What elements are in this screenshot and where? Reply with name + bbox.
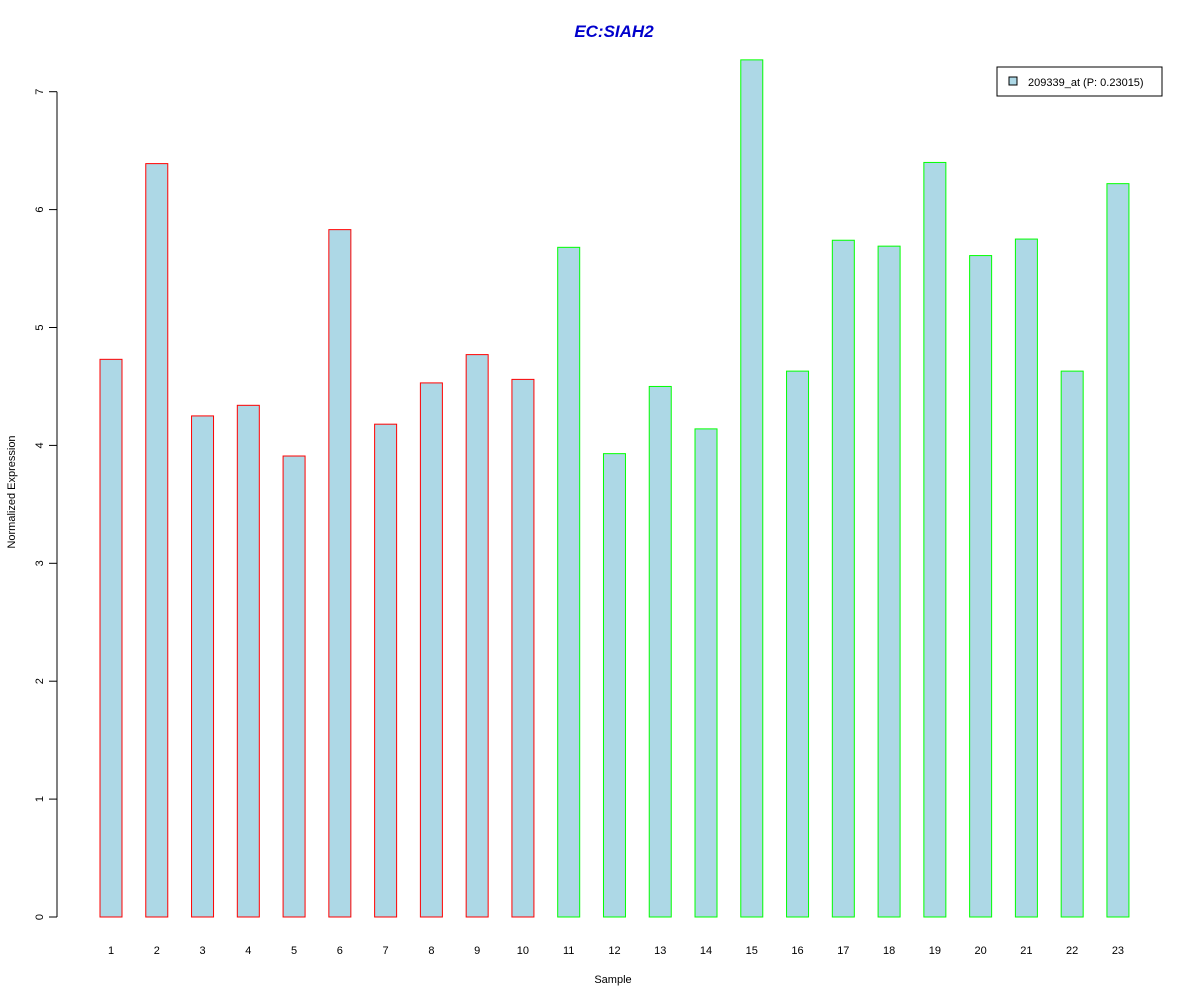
bar-sample-8 xyxy=(419,382,443,918)
y-axis-label: Normalized Expression xyxy=(6,435,18,548)
x-tick-label: 16 xyxy=(791,945,803,957)
x-axis-label: Sample xyxy=(594,974,631,986)
bar-sample-14 xyxy=(694,428,718,918)
bar-sample-2 xyxy=(145,163,169,918)
y-tick-label: 3 xyxy=(34,560,46,566)
y-tick-label: 0 xyxy=(34,914,46,920)
bars-group xyxy=(99,59,1130,918)
bar-sample-11 xyxy=(557,246,581,918)
y-tick-label: 5 xyxy=(34,324,46,330)
x-tick-label: 5 xyxy=(291,945,297,957)
x-tick-label: 14 xyxy=(700,945,712,957)
y-tick-label: 7 xyxy=(34,89,46,95)
x-tick-label: 6 xyxy=(337,945,343,957)
y-tick-label: 1 xyxy=(34,796,46,802)
bar-sample-17 xyxy=(831,239,855,918)
y-tick-label: 2 xyxy=(34,678,46,684)
bar-sample-1 xyxy=(99,358,123,918)
bar-sample-20 xyxy=(969,255,993,918)
legend-label: 209339_at (P: 0.23015) xyxy=(1028,77,1144,89)
bar-sample-6 xyxy=(328,229,352,918)
bar-sample-16 xyxy=(786,370,810,918)
x-tick-label: 23 xyxy=(1112,945,1124,957)
x-tick-label: 15 xyxy=(746,945,758,957)
bar-sample-23 xyxy=(1106,183,1130,918)
bar-sample-12 xyxy=(602,453,626,918)
bar-sample-21 xyxy=(1014,238,1038,918)
x-tick-label: 22 xyxy=(1066,945,1078,957)
x-tick-label: 13 xyxy=(654,945,666,957)
bar-sample-15 xyxy=(740,59,764,918)
bar-sample-18 xyxy=(877,245,901,918)
bar-sample-9 xyxy=(465,354,489,918)
x-tick-labels: 1 2 3 4 5 6 7 8 9 10 11 12 13 14 15 16 17 18 19 20 21 22 23 xyxy=(108,945,1124,957)
x-tick-label: 19 xyxy=(929,945,941,957)
x-tick-label: 17 xyxy=(837,945,849,957)
x-tick-label: 8 xyxy=(428,945,434,957)
x-tick-label: 21 xyxy=(1020,945,1032,957)
bar-sample-5 xyxy=(282,455,306,918)
x-tick-label: 10 xyxy=(517,945,529,957)
x-tick-label: 9 xyxy=(474,945,480,957)
legend-box xyxy=(996,66,1163,97)
bar-sample-7 xyxy=(374,423,398,918)
x-tick-label: 3 xyxy=(199,945,205,957)
x-tick-label: 1 xyxy=(108,945,114,957)
y-tick-label: 6 xyxy=(34,207,46,213)
x-tick-label: 7 xyxy=(383,945,389,957)
legend: 209339_at (P: 0.23015) xyxy=(996,66,1163,97)
y-axis: 0 1 2 3 4 5 6 7 xyxy=(34,89,58,920)
bar-sample-4 xyxy=(236,404,260,918)
x-tick-label: 4 xyxy=(245,945,251,957)
legend-swatch xyxy=(1008,76,1018,86)
bar-sample-10 xyxy=(511,378,535,918)
bar-sample-22 xyxy=(1060,370,1084,918)
x-tick-label: 12 xyxy=(608,945,620,957)
chart-title: EC:SIAH2 xyxy=(574,22,654,41)
bar-sample-19 xyxy=(923,161,947,918)
bar-sample-3 xyxy=(191,415,215,918)
y-tick-label: 4 xyxy=(34,442,46,448)
x-tick-label: 2 xyxy=(154,945,160,957)
x-tick-label: 11 xyxy=(563,945,574,957)
x-tick-label: 18 xyxy=(883,945,895,957)
x-tick-label: 20 xyxy=(975,945,987,957)
bar-sample-13 xyxy=(648,385,672,918)
